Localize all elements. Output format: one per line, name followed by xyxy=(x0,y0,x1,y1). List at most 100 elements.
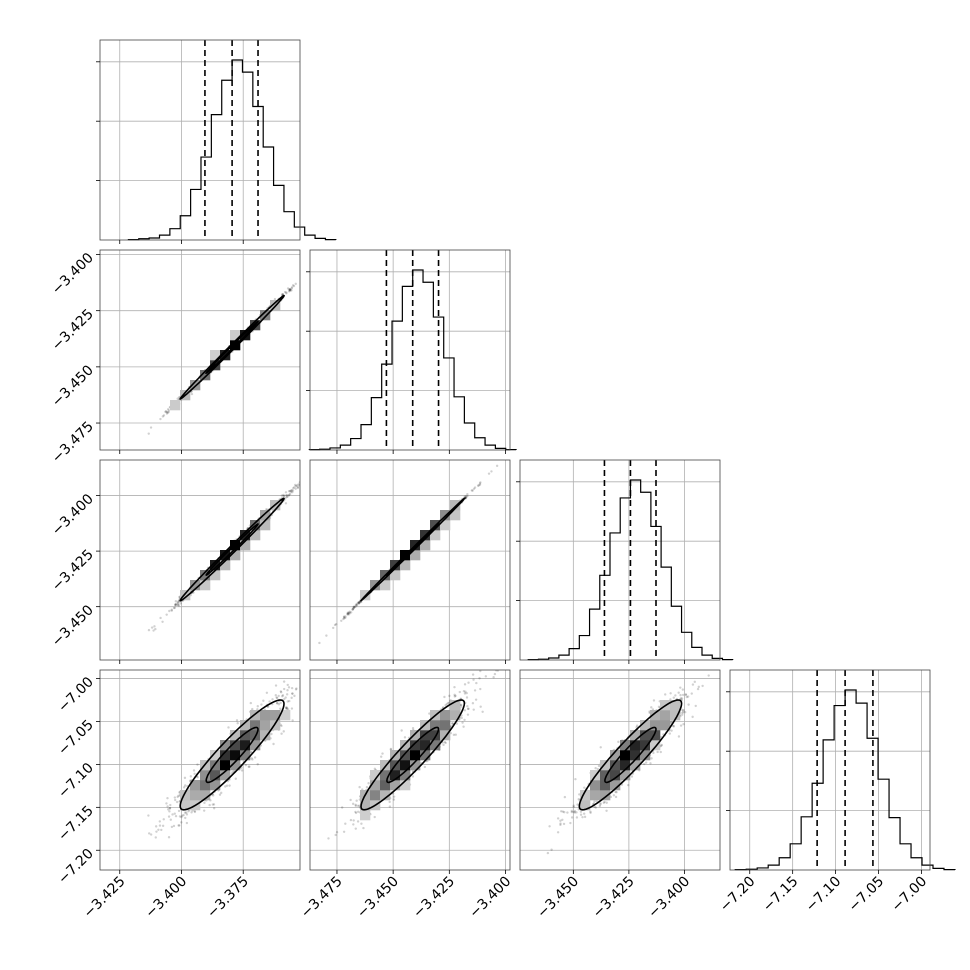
scatter-point xyxy=(251,707,254,711)
scatter-point xyxy=(353,605,356,609)
scatter-point xyxy=(354,811,358,815)
scatter-point xyxy=(281,292,285,296)
histogram-step-3 xyxy=(527,479,734,661)
density-cell xyxy=(240,750,251,761)
scatter-point xyxy=(342,615,346,618)
scatter-point xyxy=(572,804,575,807)
scatter-point xyxy=(579,813,583,816)
scatter-point xyxy=(578,793,581,796)
scatter-point xyxy=(218,793,222,796)
scatter-point xyxy=(559,819,562,822)
scatter-point xyxy=(273,297,277,301)
scatter-point xyxy=(212,807,216,810)
scatter-point xyxy=(292,284,296,288)
scatter-point xyxy=(679,686,682,689)
scatter-point xyxy=(563,795,567,799)
density-cell xyxy=(440,720,451,731)
scatter-point xyxy=(165,412,169,415)
x-tick-label: −3.475 xyxy=(298,874,346,922)
density-cell xyxy=(250,530,261,541)
scatter-point xyxy=(649,762,652,765)
scatter-point xyxy=(212,803,216,806)
scatter-point xyxy=(589,811,592,814)
density-cell xyxy=(410,750,421,761)
scatter-point xyxy=(556,817,560,820)
scatter-point xyxy=(147,628,151,632)
scatter-point xyxy=(279,707,282,710)
scatter-point xyxy=(275,696,279,700)
panel-grid xyxy=(730,670,930,870)
density-cell xyxy=(440,520,451,531)
density-cell xyxy=(670,700,681,711)
scatter-point xyxy=(351,608,354,611)
scatter-point xyxy=(182,813,185,817)
scatter-point xyxy=(360,822,363,825)
y-tick-label: −3.400 xyxy=(49,250,97,298)
scatter-point xyxy=(285,693,289,696)
density-cell xyxy=(400,760,411,771)
scatter-point xyxy=(467,681,470,684)
scatter-point xyxy=(357,601,360,604)
density-cell xyxy=(410,550,421,561)
scatter-point xyxy=(225,784,229,787)
scatter-point xyxy=(593,800,596,803)
scatter-point xyxy=(348,610,351,613)
scatter-point xyxy=(286,494,289,497)
scatter-point xyxy=(158,820,162,823)
scatter-point xyxy=(694,704,697,708)
scatter-point xyxy=(680,697,684,700)
scatter-point xyxy=(159,616,162,620)
scatter-point xyxy=(644,761,648,764)
scatter-point xyxy=(577,797,580,801)
scatter-point xyxy=(583,786,586,789)
density-cell xyxy=(240,540,251,551)
scatter-point xyxy=(463,709,467,712)
scatter-point xyxy=(559,822,562,825)
scatter-point xyxy=(479,481,482,484)
scatter-point xyxy=(373,767,377,771)
scatter-point xyxy=(285,493,288,497)
scatter-point xyxy=(283,290,287,294)
scatter-point xyxy=(356,820,360,823)
density-cell xyxy=(220,770,231,781)
scatter-point xyxy=(340,806,344,809)
scatter-point xyxy=(286,683,289,687)
scatter-point xyxy=(175,800,179,804)
scatter-point xyxy=(444,703,447,707)
density-cell xyxy=(430,530,441,541)
scatter-point xyxy=(474,698,478,701)
density-cell xyxy=(660,710,671,721)
scatter-point xyxy=(599,803,602,806)
scatter-point xyxy=(166,411,169,414)
density-cell xyxy=(390,780,401,791)
contour-level-1 xyxy=(385,523,440,576)
density-cell xyxy=(580,790,591,801)
scatter-point xyxy=(347,613,351,616)
scatter-point xyxy=(466,494,469,498)
scatter-point xyxy=(287,494,291,497)
scatter-point xyxy=(679,724,683,727)
scatter-point xyxy=(154,836,157,839)
scatter-point xyxy=(184,816,187,820)
panel-frame xyxy=(99,249,301,451)
density-cell xyxy=(450,710,461,721)
scatter-point xyxy=(472,708,475,711)
density-cell xyxy=(230,760,241,771)
x-tick-label: −7.10 xyxy=(803,874,845,916)
scatter-point xyxy=(560,810,563,813)
scatter-point xyxy=(643,762,646,766)
x-tick-label: −3.400 xyxy=(142,874,190,922)
panel-frame xyxy=(309,459,511,661)
scatter-point xyxy=(288,493,291,497)
density-cell xyxy=(260,520,271,531)
scatter-point xyxy=(335,830,339,834)
scatter-point xyxy=(248,765,251,768)
scatter-point xyxy=(595,799,598,803)
scatter-point xyxy=(351,607,355,611)
scatter-point xyxy=(684,710,687,714)
scatter-point xyxy=(569,821,572,825)
scatter-point xyxy=(294,688,298,691)
scatter-point xyxy=(670,720,673,724)
panel-grid xyxy=(100,460,300,660)
scatter-point xyxy=(556,831,560,834)
